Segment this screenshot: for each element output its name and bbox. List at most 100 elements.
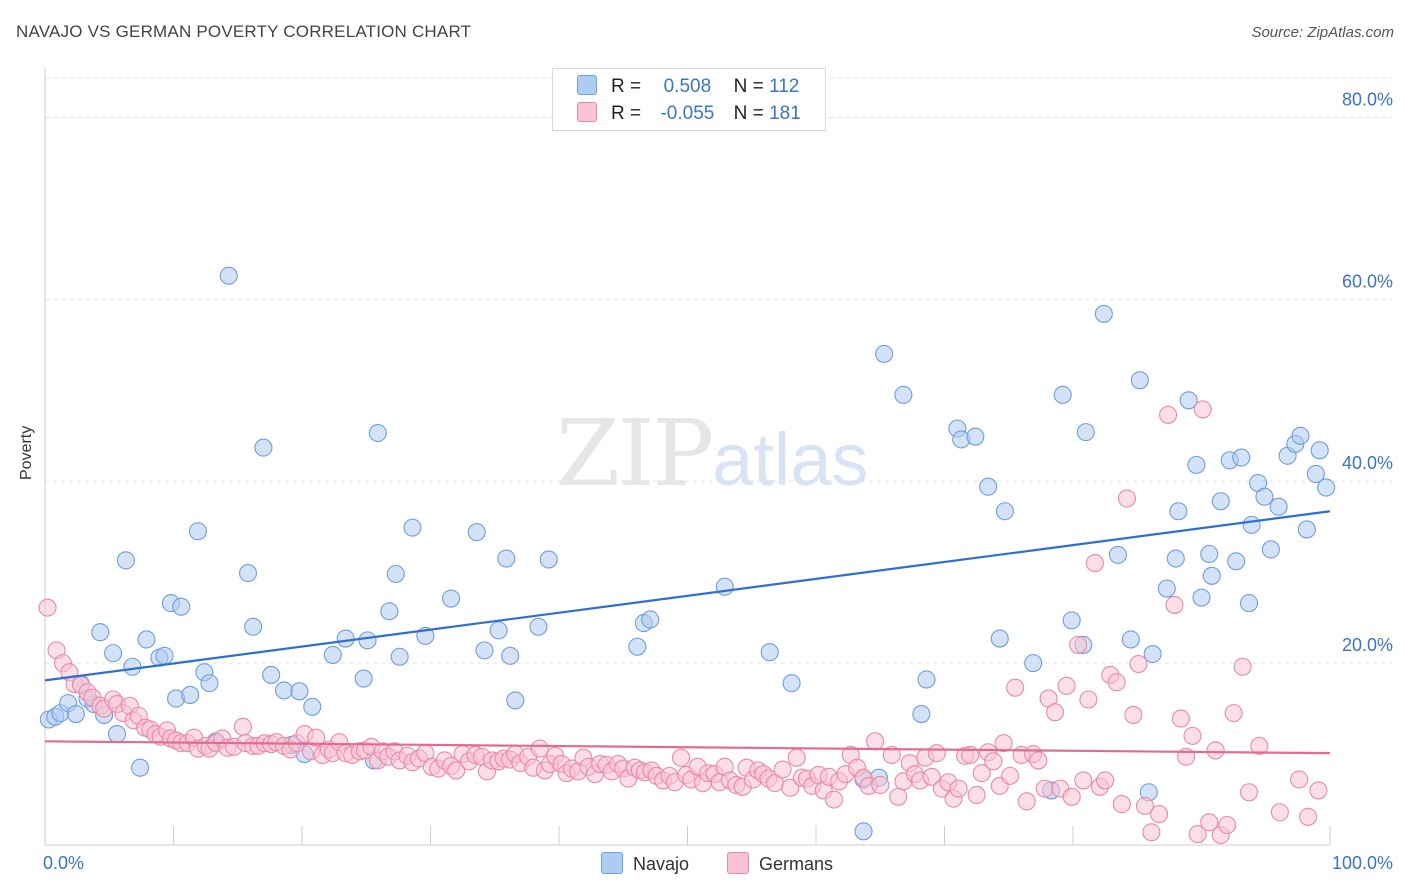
legend-r-value: -0.055	[660, 103, 715, 124]
legend-n-label: N =	[733, 76, 764, 97]
germans-point	[1206, 741, 1225, 760]
navajo-point	[501, 646, 520, 665]
germans-point	[1057, 676, 1076, 695]
x-tick-label: 0.0%	[43, 853, 84, 873]
navajo-point	[238, 564, 258, 583]
watermark-atlas: atlas	[712, 418, 869, 501]
navajo-point	[188, 522, 207, 541]
navajo-point	[403, 518, 422, 537]
navajo-point	[894, 385, 913, 404]
germans-point	[1096, 771, 1115, 790]
navajo-point	[244, 617, 263, 636]
legend-r-value: 0.508	[663, 76, 712, 97]
germans-point	[773, 760, 792, 779]
germans-point	[1218, 815, 1237, 835]
tick-labels: 20.0% 40.0% 60.0% 80.0% 0.0% 100.0%	[43, 89, 1393, 873]
germans-point	[1062, 787, 1081, 806]
navajo-point	[1227, 552, 1246, 571]
germans-point	[1290, 770, 1309, 789]
y-tick-label: 20.0%	[1342, 635, 1393, 655]
x-tick-label: 100.0%	[1332, 853, 1393, 873]
watermark: ZIPatlas	[556, 400, 868, 507]
navajo-point	[1179, 391, 1198, 410]
germans-point	[1188, 825, 1207, 844]
bottom-legend-label-germans: Germans	[759, 854, 834, 874]
germans-point	[871, 775, 890, 795]
germans-point	[1035, 779, 1054, 798]
navajo-point	[274, 681, 294, 700]
navajo-point	[875, 344, 894, 363]
watermark-zip: ZIP	[556, 400, 714, 507]
germans-point	[1250, 736, 1269, 755]
navajo-point	[66, 704, 85, 724]
navajo-point	[1130, 371, 1149, 390]
navajo-point	[1053, 385, 1072, 404]
navajo-point	[1024, 654, 1043, 673]
germans-point	[927, 744, 946, 763]
navajo-point	[506, 691, 525, 710]
navajo-point	[1269, 497, 1288, 516]
germans-point	[866, 732, 885, 751]
navajo-point	[1255, 487, 1274, 506]
legend-row-navajo: R = 0.508 N = 112	[577, 75, 799, 99]
germans-point	[1193, 400, 1212, 419]
germans-point	[1107, 673, 1126, 692]
legend-swatch-germans	[577, 102, 597, 122]
y-tick-label: 60.0%	[1342, 271, 1393, 291]
navajo-point	[529, 617, 548, 636]
germans-point	[1165, 595, 1184, 614]
navajo-point	[966, 427, 985, 446]
germans-point	[949, 779, 968, 798]
navajo-point	[1187, 455, 1206, 474]
navajo-point	[1143, 644, 1162, 664]
germans-point	[447, 761, 466, 780]
germans-point	[1233, 657, 1252, 676]
navajo-point	[990, 629, 1009, 648]
bottom-legend-swatch-germans	[727, 852, 749, 874]
navajo-point	[1192, 588, 1211, 607]
germans-point	[824, 790, 844, 809]
navajo-point	[1076, 423, 1095, 442]
correlation-legend: R = 0.508 N = 112 R = -0.055 N = 181	[552, 68, 826, 131]
navajo-point	[368, 423, 387, 443]
bottom-legend-swatch-navajo	[601, 852, 623, 874]
germans-point	[1069, 635, 1088, 654]
germans-point	[972, 764, 991, 783]
germans-point	[1159, 405, 1178, 424]
navajo-point	[917, 670, 936, 689]
navajo-point	[219, 266, 238, 285]
navajo-point	[1200, 544, 1219, 564]
bottom-legend-germans: Germans	[727, 852, 833, 875]
navajo-point	[91, 623, 110, 642]
navajo-point	[1202, 566, 1221, 585]
navajo-point	[539, 550, 558, 569]
legend-n-value: 112	[769, 76, 800, 97]
navajo-point	[1291, 426, 1310, 445]
navajo-point	[380, 602, 399, 621]
navajo-point	[912, 704, 931, 724]
germans-point	[1124, 705, 1143, 725]
germans-point	[1000, 766, 1020, 785]
navajo-point	[1306, 464, 1325, 484]
navajo-point	[782, 674, 801, 693]
navajo-trendline	[44, 510, 1331, 682]
navajo-point	[1261, 540, 1280, 559]
navajo-point	[323, 645, 342, 664]
germans-point	[1029, 751, 1048, 770]
bottom-legend-label-navajo: Navajo	[633, 854, 690, 874]
germans-point	[672, 748, 691, 767]
germans-point	[1074, 771, 1093, 790]
navajo-point	[123, 657, 142, 676]
navajo-point	[1166, 549, 1185, 568]
germans-point	[1135, 796, 1155, 815]
germans-point	[38, 598, 57, 617]
germans-point	[1270, 803, 1289, 822]
navajo-point	[131, 758, 150, 777]
germans-point	[1079, 690, 1098, 709]
navajo-point	[172, 597, 191, 616]
navajo-point	[1062, 611, 1081, 630]
navajo-point	[1310, 441, 1329, 460]
legend-row-germans: R = -0.055 N = 181	[577, 102, 801, 126]
germans-point	[984, 752, 1003, 771]
